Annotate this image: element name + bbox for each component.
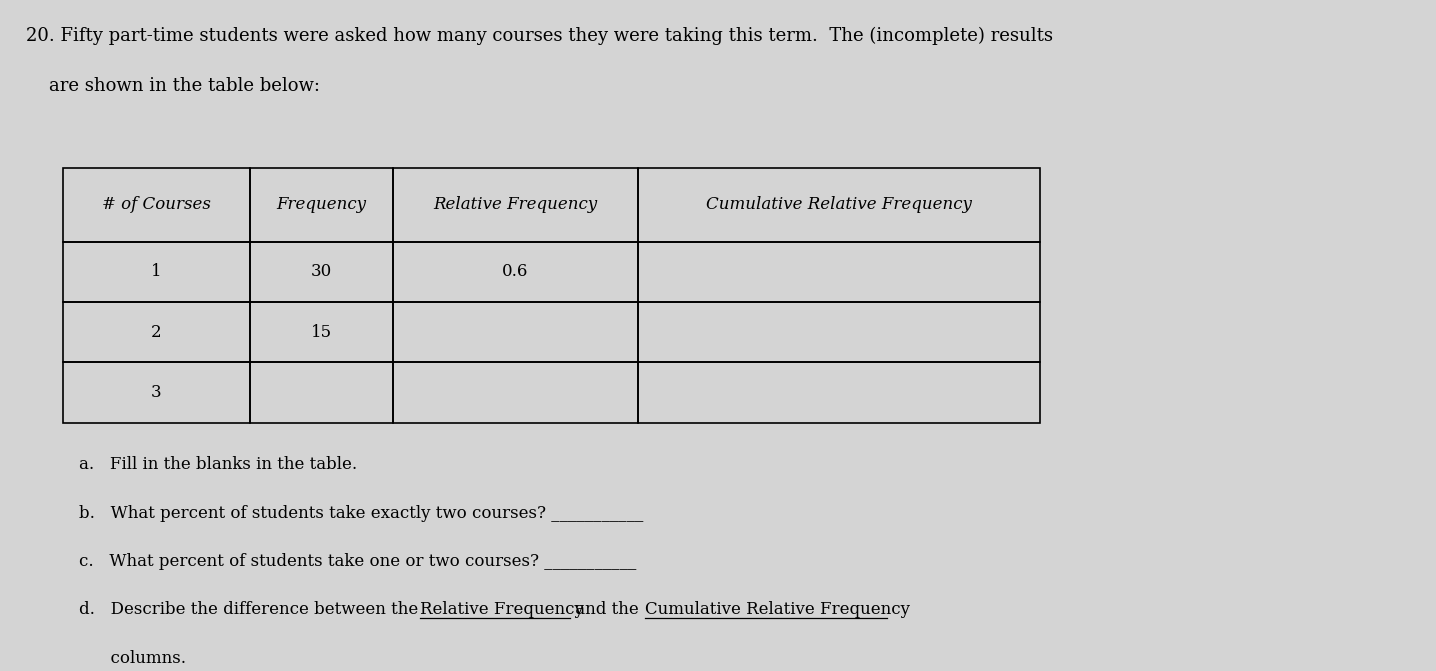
Text: Cumulative Relative Frequency: Cumulative Relative Frequency [705, 196, 972, 213]
Text: a.   Fill in the blanks in the table.: a. Fill in the blanks in the table. [79, 456, 358, 473]
Text: 0.6: 0.6 [503, 263, 528, 280]
Text: columns.: columns. [79, 650, 187, 666]
Text: 30: 30 [312, 263, 332, 280]
Text: 15: 15 [312, 323, 332, 341]
Text: 1: 1 [151, 263, 162, 280]
Text: b.   What percent of students take exactly two courses? ___________: b. What percent of students take exactly… [79, 505, 643, 521]
Text: are shown in the table below:: are shown in the table below: [26, 77, 320, 95]
Text: 20. Fifty part-time students were asked how many courses they were taking this t: 20. Fifty part-time students were asked … [26, 27, 1053, 45]
Text: c.   What percent of students take one or two courses? ___________: c. What percent of students take one or … [79, 553, 636, 570]
Text: Relative Frequency: Relative Frequency [421, 601, 584, 618]
Text: d.   Describe the difference between the: d. Describe the difference between the [79, 601, 424, 618]
Text: # of Courses: # of Courses [102, 196, 211, 213]
Text: 2: 2 [151, 323, 162, 341]
Text: 3: 3 [151, 384, 162, 401]
Text: Cumulative Relative Frequency: Cumulative Relative Frequency [645, 601, 910, 618]
Text: Relative Frequency: Relative Frequency [434, 196, 597, 213]
Text: Frequency: Frequency [277, 196, 366, 213]
Text: and the: and the [570, 601, 645, 618]
